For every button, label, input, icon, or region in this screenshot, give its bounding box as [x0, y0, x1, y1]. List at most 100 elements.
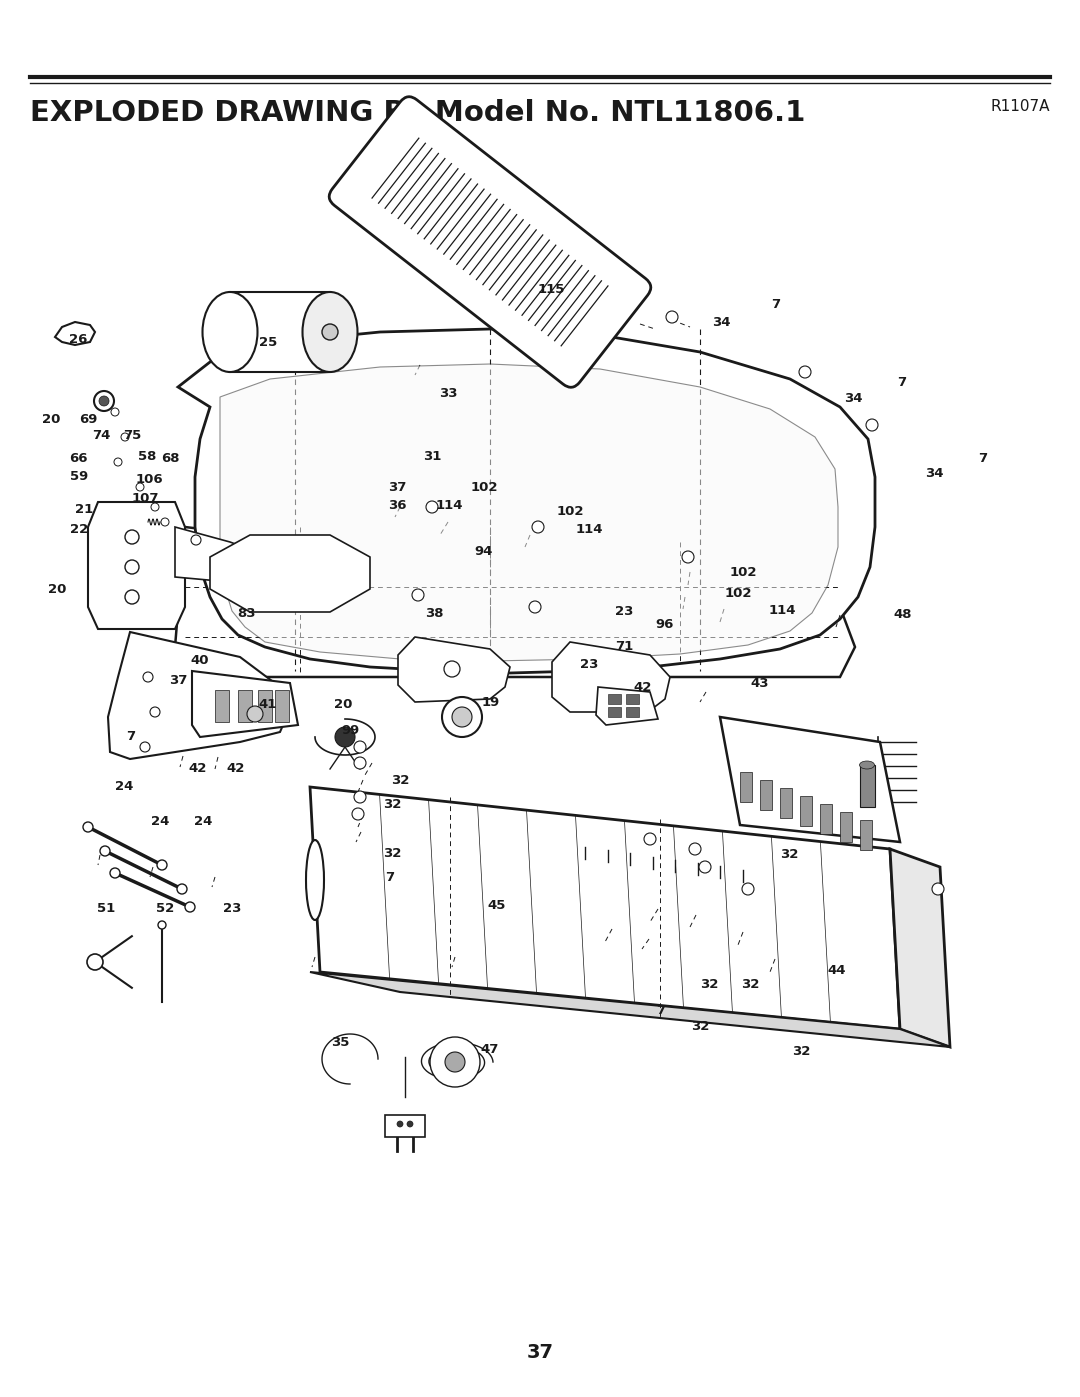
Polygon shape	[87, 502, 185, 629]
Text: 32: 32	[382, 847, 402, 861]
Bar	[608, 694, 621, 704]
Text: 20: 20	[48, 583, 67, 597]
Text: 45: 45	[487, 898, 507, 912]
Bar	[860, 820, 872, 849]
Text: 35: 35	[330, 1035, 350, 1049]
Text: R1107A: R1107A	[990, 99, 1050, 115]
FancyBboxPatch shape	[329, 96, 651, 387]
Circle shape	[442, 697, 482, 738]
Text: 114: 114	[768, 604, 796, 617]
Ellipse shape	[302, 292, 357, 372]
Circle shape	[158, 921, 166, 929]
Bar	[820, 805, 832, 834]
Text: 102: 102	[470, 481, 498, 495]
Text: 68: 68	[161, 451, 180, 465]
Circle shape	[932, 883, 944, 895]
Circle shape	[742, 883, 754, 895]
Circle shape	[185, 902, 195, 912]
Text: 32: 32	[780, 848, 799, 862]
Circle shape	[444, 661, 460, 678]
Text: 7: 7	[657, 1003, 665, 1017]
Polygon shape	[596, 687, 658, 725]
Polygon shape	[890, 849, 950, 1046]
Circle shape	[110, 868, 120, 877]
Text: 19: 19	[482, 696, 499, 710]
Polygon shape	[310, 787, 900, 1030]
Text: 37: 37	[388, 481, 407, 495]
Polygon shape	[720, 717, 900, 842]
Text: 114: 114	[435, 499, 463, 513]
Polygon shape	[552, 643, 670, 712]
Bar	[800, 796, 812, 826]
Text: 37: 37	[527, 1343, 554, 1362]
Circle shape	[111, 408, 119, 416]
Circle shape	[161, 518, 168, 527]
Circle shape	[94, 391, 114, 411]
Circle shape	[354, 740, 366, 753]
Circle shape	[157, 861, 167, 870]
Text: 32: 32	[700, 978, 719, 992]
Circle shape	[453, 707, 472, 726]
Circle shape	[681, 550, 694, 563]
Text: 107: 107	[132, 492, 160, 506]
Text: 31: 31	[422, 450, 442, 464]
Circle shape	[140, 742, 150, 752]
Text: 33: 33	[438, 387, 458, 401]
Text: 69: 69	[79, 412, 98, 426]
Circle shape	[125, 529, 139, 543]
Text: 42: 42	[188, 761, 207, 775]
Circle shape	[407, 1120, 413, 1127]
Text: 41: 41	[258, 697, 278, 711]
Text: 96: 96	[654, 617, 674, 631]
Bar	[238, 690, 252, 722]
Circle shape	[125, 560, 139, 574]
Circle shape	[445, 1052, 465, 1071]
Text: 58: 58	[137, 450, 157, 464]
Text: 32: 32	[792, 1045, 811, 1059]
Text: 7: 7	[897, 376, 906, 390]
Text: 94: 94	[474, 545, 494, 559]
Circle shape	[335, 726, 355, 747]
Text: 74: 74	[92, 429, 111, 443]
Circle shape	[644, 833, 656, 845]
Bar	[608, 707, 621, 717]
Polygon shape	[108, 631, 291, 759]
Polygon shape	[175, 527, 280, 583]
Text: 102: 102	[556, 504, 584, 518]
Text: 99: 99	[342, 724, 360, 738]
Text: 23: 23	[222, 901, 242, 915]
Text: 24: 24	[114, 780, 134, 793]
Polygon shape	[175, 527, 855, 678]
Polygon shape	[310, 972, 950, 1046]
Text: 32: 32	[391, 774, 410, 788]
Circle shape	[125, 590, 139, 604]
Text: 51: 51	[97, 901, 114, 915]
Circle shape	[136, 483, 144, 490]
Bar	[740, 773, 752, 802]
Circle shape	[150, 707, 160, 717]
Bar	[760, 780, 772, 810]
Text: 47: 47	[480, 1042, 499, 1056]
Circle shape	[247, 705, 264, 722]
Polygon shape	[399, 637, 510, 703]
Text: 44: 44	[827, 964, 847, 978]
Bar	[215, 690, 229, 722]
Circle shape	[699, 861, 711, 873]
Circle shape	[689, 842, 701, 855]
Text: 102: 102	[729, 566, 757, 580]
Circle shape	[430, 1037, 480, 1087]
Text: 22: 22	[70, 522, 87, 536]
Polygon shape	[230, 292, 330, 372]
Polygon shape	[55, 321, 95, 345]
Text: 20: 20	[334, 697, 353, 711]
Circle shape	[191, 535, 201, 545]
Circle shape	[354, 757, 366, 768]
Text: 42: 42	[633, 680, 652, 694]
Ellipse shape	[306, 840, 324, 921]
Text: 25: 25	[259, 335, 276, 349]
Text: 83: 83	[237, 606, 256, 620]
Text: 59: 59	[70, 469, 87, 483]
Polygon shape	[178, 330, 875, 673]
Circle shape	[143, 672, 153, 682]
Polygon shape	[192, 671, 298, 738]
